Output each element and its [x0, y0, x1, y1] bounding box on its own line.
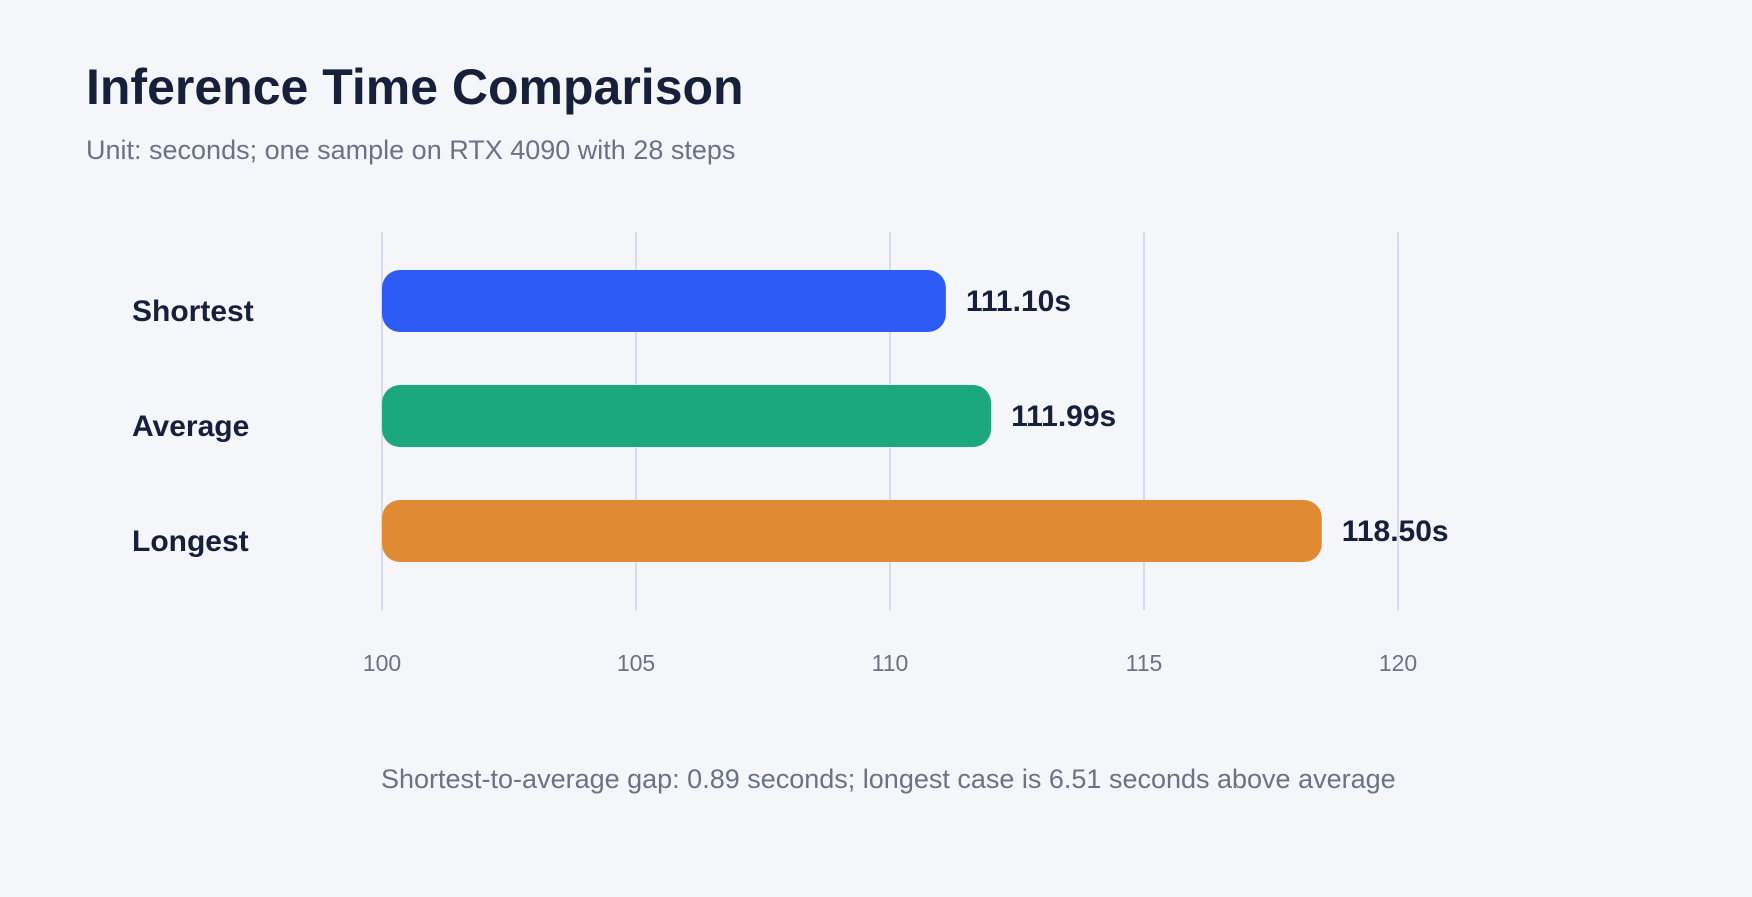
x-tick-label: 100 — [363, 650, 401, 676]
chart-title: Inference Time Comparison — [86, 59, 744, 115]
category-label: Average — [132, 410, 249, 443]
x-tick-label: 110 — [872, 650, 909, 676]
value-label: 111.10s — [966, 285, 1071, 318]
category-labels: Shortest Average Longest — [132, 295, 254, 558]
value-label: 118.50s — [1342, 515, 1449, 548]
category-label: Shortest — [132, 295, 254, 328]
value-labels: 111.10s 111.99s 118.50s — [966, 285, 1449, 548]
x-tick-label: 120 — [1379, 650, 1417, 676]
chart-footnote: Shortest-to-average gap: 0.89 seconds; l… — [381, 764, 1396, 794]
x-tick-label: 115 — [1126, 650, 1163, 676]
bar-average — [382, 385, 992, 447]
value-label: 111.99s — [1011, 400, 1116, 433]
x-axis-tick-labels: 100 105 110 115 120 — [363, 650, 1417, 676]
bar-longest — [382, 500, 1322, 562]
chart-subtitle: Unit: seconds; one sample on RTX 4090 wi… — [86, 135, 735, 165]
category-label: Longest — [132, 525, 249, 558]
bar-shortest — [382, 270, 946, 332]
x-tick-label: 105 — [617, 650, 655, 676]
bars — [382, 270, 1322, 562]
